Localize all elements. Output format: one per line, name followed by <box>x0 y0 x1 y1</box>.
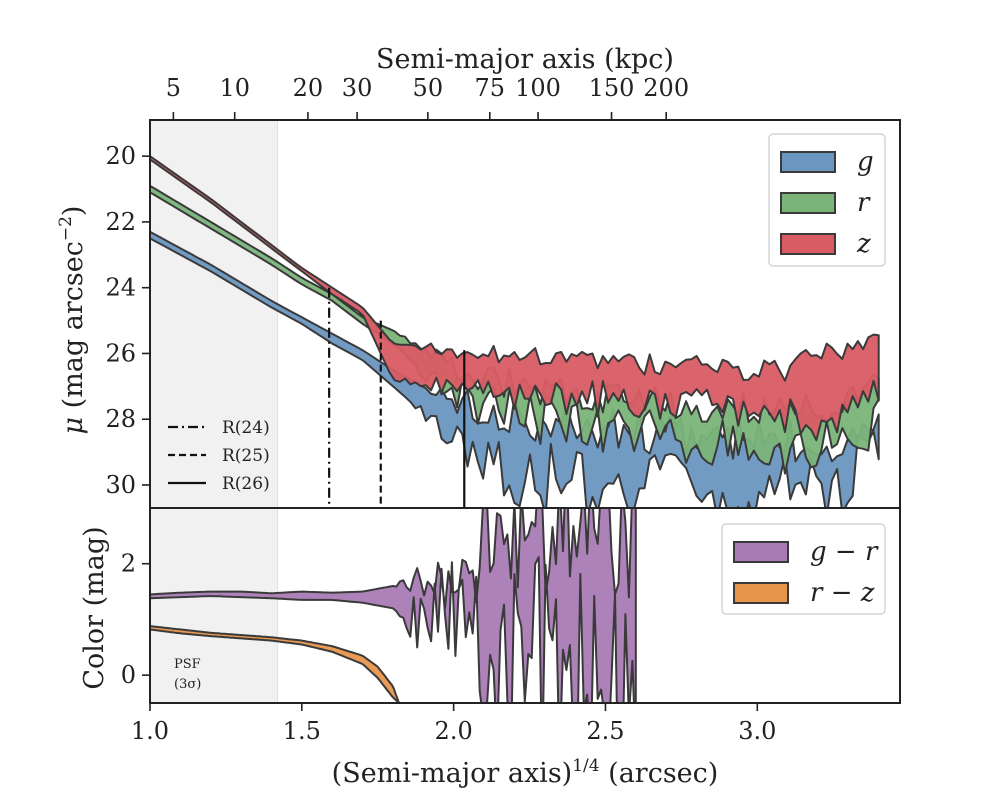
top-y-axis-title: μ (mag arcsec−2) <box>56 206 89 435</box>
top-x-tick-label: 50 <box>413 74 444 102</box>
mu-unit-close: ) <box>58 206 89 217</box>
ref-legend-label: R(25) <box>222 446 270 466</box>
bottom-axis-title-sup: 1/4 <box>572 756 599 776</box>
top-x-tick-label: 200 <box>643 74 689 102</box>
y-tick-label-top: 28 <box>105 405 136 433</box>
y-tick-label-top: 26 <box>105 339 136 367</box>
bottom-axis-title-suffix: (arcsec) <box>600 758 719 789</box>
top-legend-swatch <box>780 233 836 255</box>
top-x-tick-label: 100 <box>515 74 561 102</box>
bottom-axis-title-base: (Semi-major axis) <box>332 758 573 789</box>
top-panel-bands <box>150 155 880 508</box>
top-x-tick-label: 20 <box>293 74 324 102</box>
top-legend-label: g <box>857 147 874 177</box>
y-tick-label-top: 30 <box>105 471 136 499</box>
band-z <box>150 155 880 442</box>
top-x-tick-label: 30 <box>342 74 373 102</box>
bottom-legend-swatch <box>733 541 789 563</box>
mu-symbol: μ <box>58 417 89 435</box>
top-legend-label: z <box>856 229 871 259</box>
bottom-legend-swatch <box>733 582 789 604</box>
bottom-axis-title: (Semi-major axis)1/4 (arcsec) <box>332 756 719 789</box>
psf-region <box>150 120 278 703</box>
top-axis-title: Semi-major axis (kpc) <box>376 44 674 75</box>
y-tick-label-top: 22 <box>105 208 136 236</box>
y-tick-label-bottom: 0 <box>121 661 136 689</box>
band-gr <box>150 508 637 703</box>
top-x-tick-label: 5 <box>166 74 181 102</box>
x-tick-label: 2.0 <box>435 717 473 745</box>
top-x-tick-label: 75 <box>475 74 506 102</box>
y-tick-label-top: 24 <box>105 274 136 302</box>
top-x-tick-label: 150 <box>589 74 635 102</box>
top-legend-swatch <box>780 151 836 173</box>
y-tick-label-top: 20 <box>105 142 136 170</box>
top-x-tick-label: 10 <box>219 74 250 102</box>
mu-unit: (mag arcsec <box>58 241 89 417</box>
y-tick-label-bottom: 2 <box>121 550 136 578</box>
x-tick-label: 1.5 <box>283 717 321 745</box>
mu-unit-exponent: −2 <box>56 216 76 241</box>
bottom-y-axis-title: Color (mag) <box>79 526 110 689</box>
psf-label: PSF <box>174 657 201 672</box>
psf-sublabel: (3σ) <box>174 677 201 692</box>
x-tick-label: 2.5 <box>586 717 624 745</box>
top-legend-label: r <box>857 188 871 218</box>
x-tick-label: 3.0 <box>738 717 776 745</box>
ref-legend-label: R(26) <box>222 474 270 494</box>
bottom-legend-label: r − z <box>810 578 875 608</box>
ref-legend-label: R(24) <box>222 418 270 438</box>
bottom-legend-label: g − r <box>810 537 879 567</box>
bottom-panel-frame <box>149 507 901 704</box>
x-tick-label: 1.0 <box>131 717 169 745</box>
top-legend-swatch <box>780 192 836 214</box>
